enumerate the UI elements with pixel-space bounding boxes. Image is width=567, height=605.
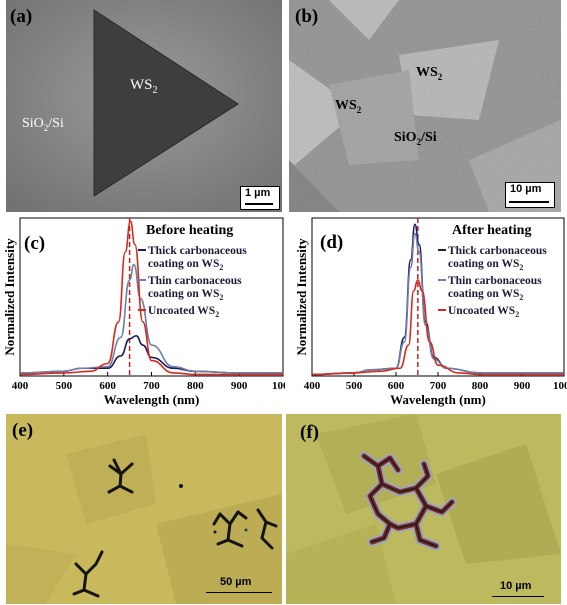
- x-tick-label: 800: [187, 380, 204, 392]
- substrate-label-b: SiO2/Si: [394, 130, 437, 147]
- panel-a-label: (a): [10, 6, 33, 27]
- legend-entry-2: Thin carbonaceous: [448, 275, 542, 287]
- legend-entry-2-line2: coating on WS2: [148, 288, 223, 302]
- x-tick-label: 400: [304, 380, 321, 392]
- legend-entry-1-line2: coating on WS2: [448, 258, 523, 272]
- series-line-1: [19, 334, 283, 374]
- ws2-label-a: WS2: [130, 77, 158, 96]
- y-axis-label: Normalized Intensity: [2, 238, 17, 356]
- series-line-3: [19, 220, 284, 376]
- panel-e-optical: (e) 50 µm: [6, 414, 282, 604]
- x-tick-label: 500: [346, 380, 363, 392]
- x-tick-label: 1000: [553, 380, 567, 392]
- ws2-sem-flakes: [289, 0, 561, 212]
- series-line-2: [311, 232, 564, 376]
- legend-entry-1-line2: coating on WS2: [148, 258, 223, 272]
- scale-bar-a-line: [245, 203, 273, 205]
- x-tick-label: 400: [12, 380, 29, 392]
- scale-bar-a: [240, 186, 280, 210]
- panel-b-micrograph: (b) WS2 WS2 SiO2/Si 10 µm: [289, 0, 561, 212]
- legend-entry-1: Thick carbonaceous: [148, 245, 247, 257]
- legend-entry-1: Thick carbonaceous: [448, 245, 547, 257]
- chart-c: 400 500 600 700 800 900 1000 Wavelength (nm) Nor…: [0, 214, 285, 410]
- substrate-label-a: SiO2/Si: [22, 116, 64, 133]
- x-tick-label: 500: [56, 380, 73, 392]
- dendritic-flake-f: [286, 414, 561, 604]
- ws2-triangle-flake: [6, 0, 282, 212]
- chart-d-svg: 400 500 600 700 800 900 1000 Wavelength (nm) Nor…: [294, 217, 567, 407]
- legend-entry-2: Thin carbonaceous: [148, 275, 242, 287]
- panel-f-label: (f): [300, 422, 319, 443]
- panel-label: (d): [320, 232, 343, 253]
- y-axis-label: Normalized Intensity: [294, 238, 309, 356]
- scale-bar-f-line: [492, 596, 544, 597]
- panel-f-optical: (f) 10 µm: [286, 414, 561, 604]
- scale-bar-b-text: 10 µm: [510, 183, 542, 195]
- chart-c-svg: 400 500 600 700 800 900 1000 Wavelength (nm) Nor…: [2, 217, 285, 407]
- scale-bar-f-text: 10 µm: [500, 580, 532, 592]
- chart-title: Before heating: [146, 223, 233, 238]
- x-tick-label: 900: [514, 380, 531, 392]
- x-tick-label: 600: [388, 380, 405, 392]
- panel-label: (c): [24, 233, 45, 254]
- x-tick-label: 1000: [272, 380, 285, 392]
- panel-b-label: (b): [295, 6, 319, 27]
- x-tick-label: 900: [231, 380, 248, 392]
- series-line-2: [19, 263, 283, 374]
- legend-entry-3: Uncoated WS2: [148, 305, 219, 319]
- plot-frame: [311, 217, 565, 377]
- legend-entry-3: Uncoated WS2: [448, 305, 519, 319]
- legend-entry-2-line2: coating on WS2: [448, 288, 523, 302]
- ws2-label-b1: WS2: [416, 65, 443, 82]
- x-axis-label: Wavelength (nm): [390, 392, 486, 407]
- x-tick-label: 800: [472, 380, 489, 392]
- scale-bar-e-text: 50 µm: [220, 576, 252, 588]
- chart-d: 400 500 600 700 800 900 1000 Wavelength (nm) Nor…: [286, 214, 567, 410]
- scale-bar-b-line: [509, 201, 549, 203]
- x-axis-label: Wavelength (nm): [104, 392, 200, 407]
- ws2-label-b2: WS2: [335, 98, 362, 115]
- x-tick-label: 700: [430, 380, 447, 392]
- panel-a-micrograph: (a) WS2 SiO2/Si 1 µm: [6, 0, 282, 212]
- chart-title: After heating: [452, 223, 531, 238]
- dendritic-flakes-e: [6, 414, 282, 604]
- x-tick-label: 700: [143, 380, 160, 392]
- scale-bar-b: [505, 182, 555, 208]
- x-tick-label: 600: [99, 380, 116, 392]
- scale-bar-e-line: [206, 592, 272, 593]
- scale-bar-a-text: 1 µm: [245, 187, 271, 199]
- series-line-3: [311, 279, 565, 376]
- panel-e-label: (e): [12, 420, 34, 441]
